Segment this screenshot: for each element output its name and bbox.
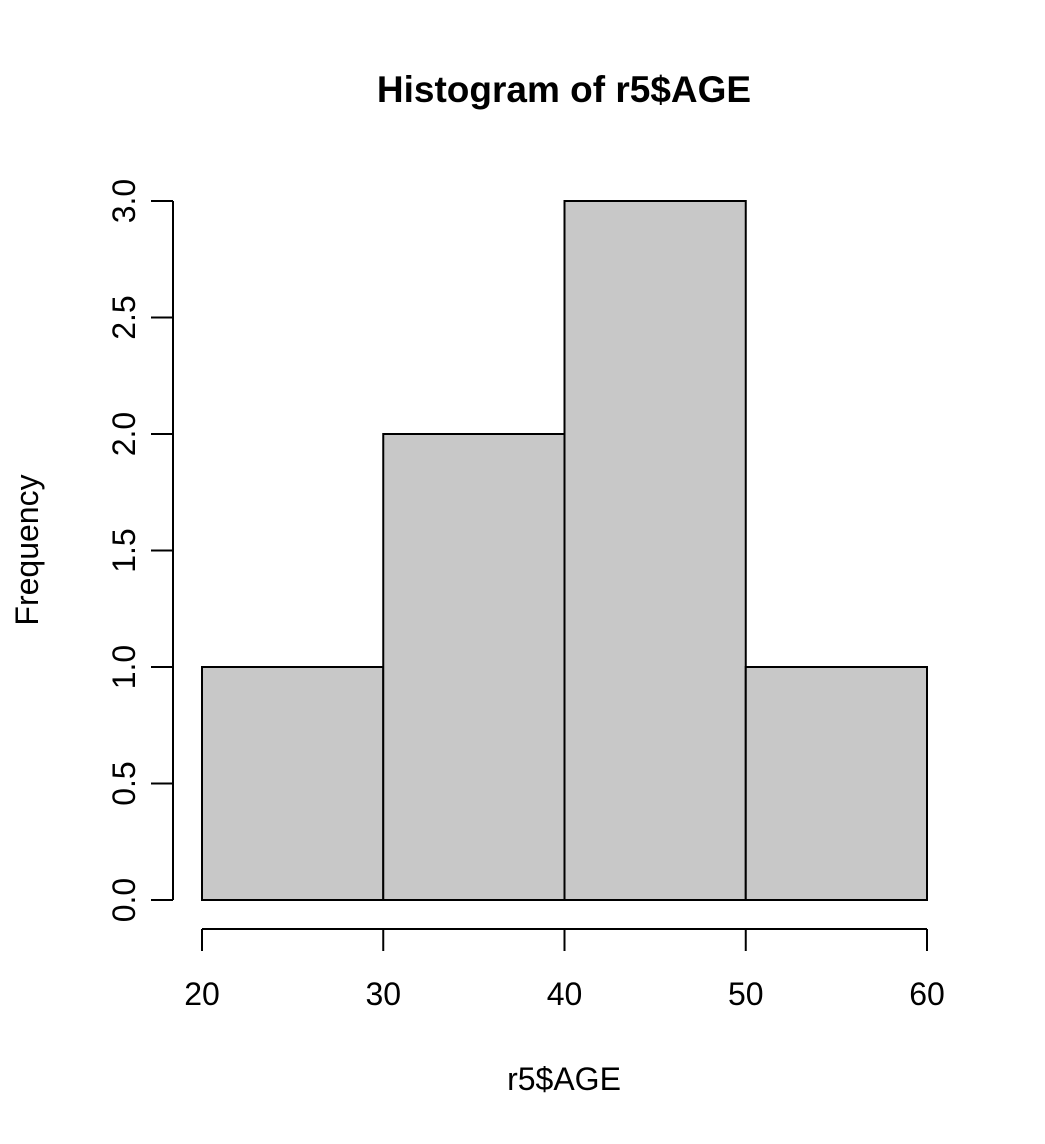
x-tick-label: 50 xyxy=(728,976,764,1012)
y-tick-label: 1.5 xyxy=(106,528,142,572)
y-tick-label: 1.0 xyxy=(106,645,142,689)
y-axis-label: Frequency xyxy=(9,474,45,625)
histogram-bar-50-60 xyxy=(744,666,928,901)
y-axis: 0.0 0.5 1.0 1.5 2.0 2.5 3.0 xyxy=(106,179,174,922)
y-tick-label: 0.5 xyxy=(106,761,142,805)
y-tick-label: 3.0 xyxy=(106,179,142,223)
histogram-bar-30-40 xyxy=(382,433,566,901)
y-tick-label: 2.0 xyxy=(106,412,142,456)
histogram-bar-40-50 xyxy=(563,200,747,901)
y-tick-label: 2.5 xyxy=(106,295,142,339)
x-tick-label: 60 xyxy=(909,976,945,1012)
chart-title: Histogram of r5$AGE xyxy=(377,69,751,110)
x-axis-label: r5$AGE xyxy=(507,1061,621,1097)
x-axis: 20 30 40 50 60 xyxy=(184,928,945,1012)
y-tick-label: 0.0 xyxy=(106,878,142,922)
histogram-bar-20-30 xyxy=(201,666,385,901)
bars-group xyxy=(201,200,928,901)
x-tick-label: 30 xyxy=(365,976,401,1012)
x-tick-label: 40 xyxy=(547,976,583,1012)
x-tick-label: 20 xyxy=(184,976,220,1012)
